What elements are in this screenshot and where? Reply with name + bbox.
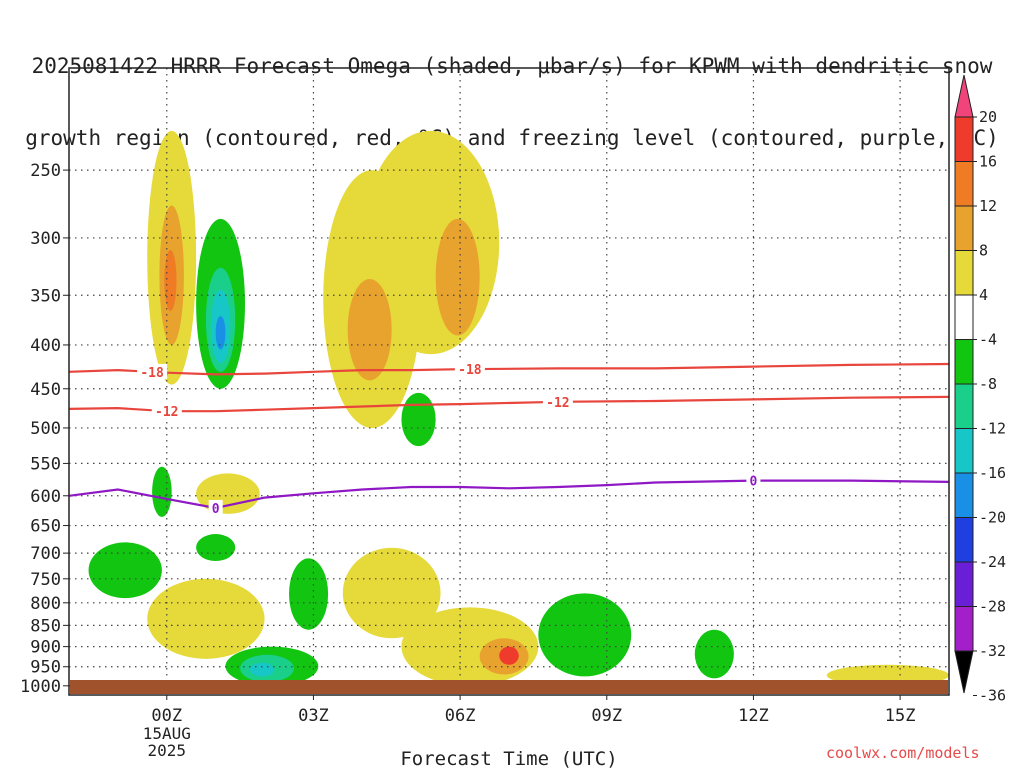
y-tick-label-800: 800 (30, 594, 61, 614)
contour-label-2-0: 0 (212, 502, 220, 517)
omega-region-9 (347, 278, 392, 381)
colorbar-bin-9 (954, 472, 974, 518)
colorbar-label-12: -32 (979, 642, 1006, 660)
omega-shaded-regions (88, 130, 949, 686)
contour-label-1-0: -12 (155, 405, 178, 420)
y-tick-label-300: 300 (30, 229, 61, 249)
colorbar-label-8: -16 (979, 464, 1006, 482)
x-tick-label-0: 00Z (151, 706, 182, 726)
colorbar-bin-3 (954, 205, 974, 251)
contour-label-bg-1-0 (151, 403, 182, 419)
contour-label-bg-2-0 (208, 499, 223, 515)
title-line-1: 2025081422 HRRR Forecast Omega (shaded, … (31, 54, 993, 78)
y-tick-label-250: 250 (30, 161, 61, 181)
y-axis-ticks: 2503003504004505005506006507007508008509… (20, 161, 69, 697)
contour-label-0-1: -18 (458, 363, 482, 378)
contour-label-bg-0-1 (454, 361, 485, 377)
colorbar-bin-10 (954, 517, 974, 563)
omega-region-21 (342, 547, 441, 639)
x-axis-label: Forecast Time (UTC) (400, 748, 617, 768)
omega-region-24 (499, 646, 519, 665)
contour-line-0 (69, 479, 949, 510)
colorbar-label-13: -36 (979, 687, 1006, 705)
x-tick-label-1: 03Z (298, 706, 329, 726)
colorbar-label-7: -12 (979, 420, 1006, 438)
omega-region-10 (435, 218, 480, 336)
x-tick-label-2: 06Z (445, 706, 476, 726)
omega-region-12 (196, 473, 260, 514)
colorbar-label-11: -28 (979, 598, 1006, 616)
plot-frame (68, 67, 950, 696)
x-tick-label-4: 12Z (738, 706, 769, 726)
omega-region-13 (152, 466, 172, 517)
colorbar-label-1: 16 (979, 153, 997, 171)
colorbar-bin-2 (954, 161, 974, 207)
colorbar-bin-5 (954, 294, 974, 340)
y-tick-label-650: 650 (30, 517, 61, 537)
site-credit: coolwx.com/models (826, 744, 980, 762)
omega-region-6 (215, 315, 226, 350)
x-date-label-0: 15AUG (143, 724, 191, 743)
colorbar-bottom-arrow (954, 650, 974, 694)
grid-lines (69, 68, 949, 695)
ground-strip (70, 680, 948, 694)
omega-region-15 (196, 534, 236, 562)
omega-region-20 (249, 662, 275, 677)
x-tick-label-5: 15Z (885, 706, 916, 726)
colorbar-label-3: 8 (979, 242, 988, 260)
colorbar-bin-1 (954, 116, 974, 162)
y-tick-label-600: 600 (30, 487, 61, 507)
x-date-label-1: 2025 (148, 741, 187, 760)
omega-region-26 (694, 629, 734, 679)
colorbar-label-4: 4 (979, 286, 988, 304)
y-tick-label-450: 450 (30, 380, 61, 400)
omega-region-2 (164, 250, 177, 311)
colorbar-bin-4 (954, 250, 974, 296)
colorbar-label-0: 20 (979, 108, 997, 126)
colorbar-bin-12 (954, 606, 974, 652)
contour-label-bg-2-1 (746, 472, 761, 488)
contour-label-1-1: -12 (546, 396, 569, 411)
omega-region-11 (401, 392, 436, 447)
omega-region-17 (289, 558, 329, 630)
colorbar-top-arrow (954, 74, 974, 118)
y-tick-label-950: 950 (30, 658, 61, 678)
temperature-contours: -18 -18 -12 -12 0 0 (69, 361, 949, 517)
y-tick-label-900: 900 (30, 638, 61, 658)
colorbar-bin-11 (954, 561, 974, 607)
colorbar-label-5: -4 (979, 331, 997, 349)
colorbar-label-10: -24 (979, 553, 1006, 571)
colorbar-label-9: -20 (979, 509, 1006, 527)
y-tick-label-400: 400 (30, 336, 61, 356)
y-tick-label-850: 850 (30, 616, 61, 636)
y-tick-label-700: 700 (30, 544, 61, 564)
colorbar-label-2: 12 (979, 197, 997, 215)
y-tick-label-750: 750 (30, 570, 61, 590)
contour-line--12 (69, 395, 949, 413)
contour-label-bg-0-0 (137, 363, 168, 379)
x-tick-label-3: 09Z (591, 706, 622, 726)
y-tick-label-350: 350 (30, 286, 61, 306)
omega-region-25 (538, 593, 632, 677)
y-tick-label-1000: 1000 (20, 677, 61, 697)
contour-label-2-1: 0 (750, 475, 758, 490)
omega-region-14 (88, 542, 162, 599)
colorbar-bin-6 (954, 339, 974, 385)
omega-region-16 (147, 578, 265, 659)
contour-label-0-0: -18 (140, 366, 164, 381)
y-tick-label-550: 550 (30, 454, 61, 474)
colorbar: 20 16 12 8 4 -4 -8 -12 -16 -20 -24 -28 -32 -36 (954, 74, 1006, 705)
colorbar-bin-8 (954, 428, 974, 474)
y-tick-label-500: 500 (30, 419, 61, 439)
contour-line--18 (69, 362, 949, 376)
contour-label-bg-1-1 (542, 393, 573, 409)
colorbar-bin-7 (954, 383, 974, 429)
colorbar-label-6: -8 (979, 375, 997, 393)
